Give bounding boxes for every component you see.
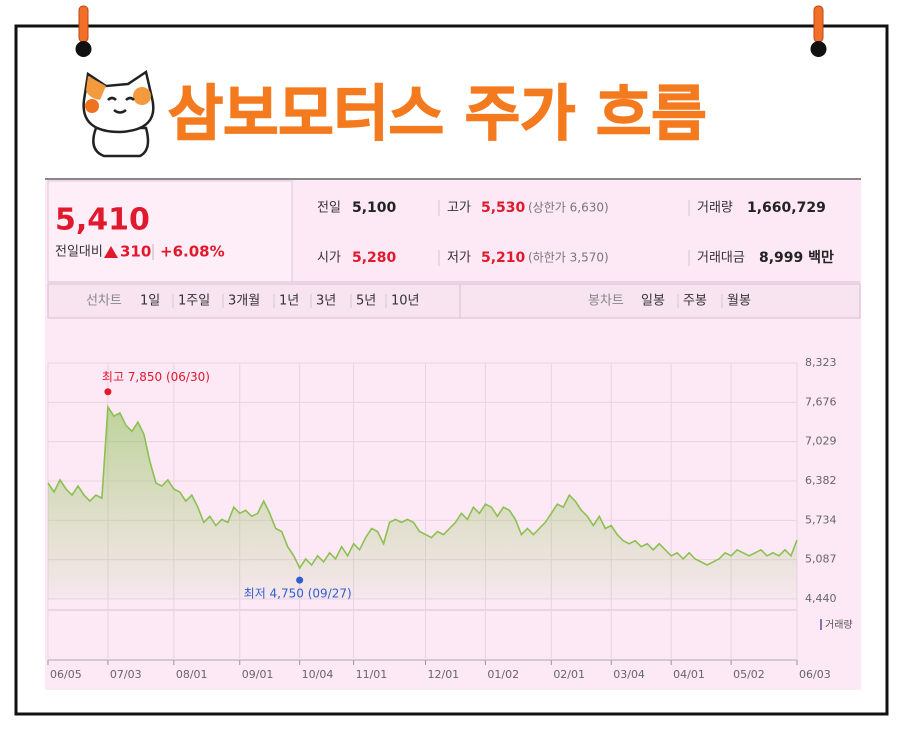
x-tick-label: 10/04 [302,668,334,681]
page-title: 삼보모터스 주가 흐름 [168,80,707,150]
extreme-label: 최저 4,750 (09/27) [244,587,352,601]
y-tick-label: 6,382 [805,474,837,487]
x-tick-label: 04/01 [673,668,705,681]
tab-group-label: 봉차트 [588,294,624,309]
price-line [47,404,798,570]
tab-group-label: 선차트 [86,294,122,309]
period-tab[interactable]: 10년 [391,294,420,309]
volume-legend-swatch [820,619,822,630]
candle-tab[interactable]: 월봉 [727,294,751,309]
period-tab[interactable]: 1년 [279,294,299,309]
cat-icon [82,69,155,158]
x-tick-label: 12/01 [427,668,459,681]
period-tab[interactable]: 3년 [316,294,336,309]
x-tick-label: 06/03 [799,668,831,681]
period-tab[interactable]: 3개월 [228,294,260,309]
quote-extra: (하한가 3,570) [528,251,609,265]
quote-label: 시가 [317,251,341,266]
quote-extra: (상한가 6,630) [528,201,609,215]
x-tick-label: 05/02 [733,668,765,681]
pin-left [75,5,92,57]
quote-value: 8,999 백만 [759,250,834,266]
quote-value: 5,530 [481,200,526,216]
y-tick-label: 7,029 [805,435,837,448]
quote-value: 5,280 [352,250,397,266]
change: 310 [120,243,151,261]
period-tab[interactable]: 5년 [356,294,376,309]
y-tick-label: 4,440 [805,592,837,605]
quote-label: 저가 [447,251,471,266]
change-label: 전일대비 [55,245,103,260]
y-tick-label: 5,734 [805,513,837,526]
y-tick-label: 7,676 [805,395,837,408]
period-tab[interactable]: 1주일 [178,294,210,309]
extreme-dot [104,388,112,396]
x-tick-label: 01/02 [487,668,519,681]
pin-right [810,5,827,57]
quote-label: 거래대금 [697,251,745,266]
x-tick-label: 08/01 [176,668,208,681]
candle-tab[interactable]: 주봉 [683,294,707,309]
extreme-label: 최고 7,850 (06/30) [102,370,210,384]
period-tab[interactable]: 1일 [140,294,160,309]
up-arrow [104,246,118,258]
x-tick-label: 06/05 [50,668,82,681]
x-tick-label: 03/04 [613,668,645,681]
quote-label: 고가 [447,201,471,216]
quote-value: 1,660,729 [747,200,826,216]
x-tick-label: 09/01 [242,668,274,681]
change-pct: +6.08% [160,243,225,261]
y-tick-label: 5,087 [805,553,837,566]
extreme-dot [296,576,304,584]
x-tick-label: 11/01 [356,668,388,681]
quote-label: 거래량 [697,201,733,216]
quote-value: 5,100 [352,200,397,216]
candle-tab[interactable]: 일봉 [641,294,665,309]
price: 5,410 [55,203,150,238]
price-area [48,406,797,599]
volume-legend: 거래량 [825,619,853,631]
quote-label: 전일 [317,201,341,216]
y-tick-label: 8,323 [805,356,837,369]
quote-value: 5,210 [481,250,526,266]
x-tick-label: 02/01 [553,668,585,681]
tab-bar [47,283,861,319]
x-tick-label: 07/03 [110,668,142,681]
